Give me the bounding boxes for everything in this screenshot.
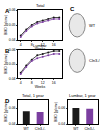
svg-text:C: C [70, 6, 75, 12]
svg-text:0.04: 0.04 [9, 122, 16, 126]
svg-text:BMD (g/cm²): BMD (g/cm²) [4, 102, 8, 122]
svg-text:0.04: 0.04 [9, 77, 16, 81]
svg-text:16: 16 [52, 81, 56, 85]
svg-text:12: 12 [41, 81, 45, 85]
svg-text:A: A [5, 8, 10, 14]
svg-text:BMD (g/cm²): BMD (g/cm²) [4, 54, 8, 74]
svg-text:0.04: 0.04 [58, 122, 65, 126]
svg-text:Cln3-/-: Cln3-/- [35, 127, 46, 130]
svg-text:WT: WT [24, 127, 30, 130]
svg-text:D: D [5, 98, 10, 104]
svg-text:0.04: 0.04 [9, 38, 16, 42]
svg-text:16: 16 [52, 43, 56, 47]
svg-text:Total, 1 year: Total, 1 year [22, 93, 44, 98]
svg-text:0.06: 0.06 [9, 8, 16, 12]
svg-text:12: 12 [41, 43, 45, 47]
svg-text:8: 8 [31, 43, 33, 47]
svg-text:WT: WT [89, 23, 96, 28]
svg-text:4: 4 [20, 43, 22, 47]
svg-text:0.05: 0.05 [9, 23, 16, 27]
svg-text:8: 8 [31, 81, 33, 85]
svg-text:Lumbar, 1 year: Lumbar, 1 year [69, 93, 96, 98]
svg-text:4: 4 [20, 81, 22, 85]
svg-text:0.05: 0.05 [9, 62, 16, 66]
svg-text:WT: WT [73, 127, 79, 130]
svg-text:Weeks: Weeks [35, 85, 46, 89]
svg-text:0.06: 0.06 [9, 48, 16, 52]
svg-text:0.06: 0.06 [58, 106, 65, 110]
svg-text:0.06: 0.06 [9, 106, 16, 110]
svg-text:B: B [5, 48, 10, 54]
svg-text:Cln3-/-: Cln3-/- [89, 58, 100, 63]
svg-text:BMD (g/cm²): BMD (g/cm²) [54, 102, 58, 122]
svg-text:Weeks: Weeks [35, 47, 46, 51]
svg-text:BMD (g/cm²): BMD (g/cm²) [4, 15, 8, 35]
svg-text:Total: Total [36, 3, 45, 8]
svg-text:Lumbar: Lumbar [33, 43, 47, 48]
svg-text:Cln3-/-: Cln3-/- [84, 127, 95, 130]
